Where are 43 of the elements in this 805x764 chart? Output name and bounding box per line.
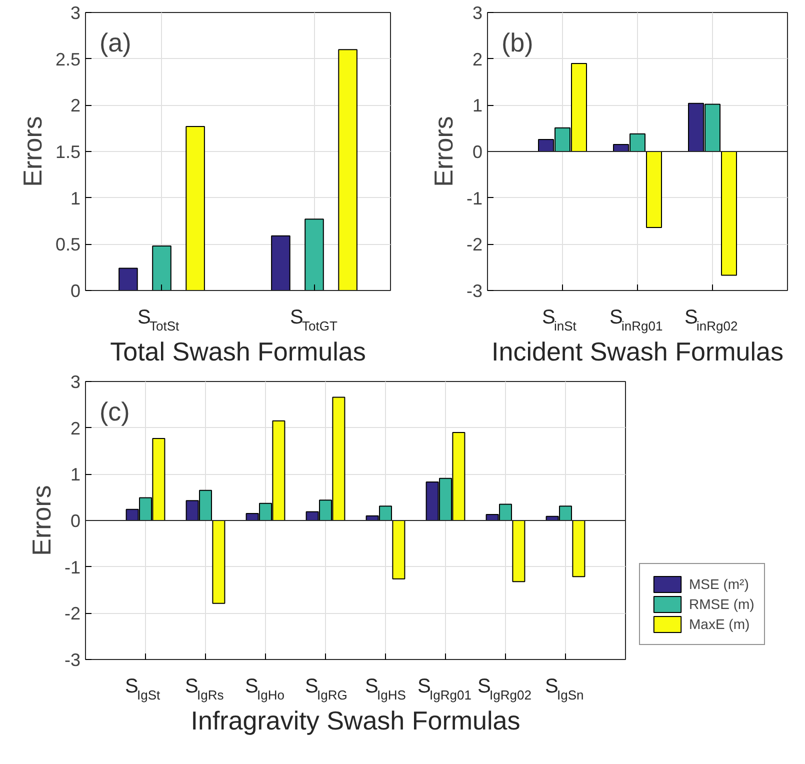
y-axis-title: Errors: [17, 116, 48, 187]
y-tick-label: 1: [70, 188, 81, 208]
y-tick-label: 3: [472, 3, 483, 23]
legend-label: RMSE (m): [689, 596, 754, 612]
y-axis-title: Errors: [26, 485, 56, 556]
y-tick-label: -2: [64, 604, 81, 624]
bar: [512, 520, 526, 582]
y-tick-label: -3: [466, 281, 483, 301]
y-tick-label: -1: [466, 188, 483, 208]
bar: [118, 268, 138, 290]
bar: [721, 151, 737, 276]
bar: [338, 49, 358, 290]
annotation: (c): [100, 396, 130, 426]
bar: [212, 520, 226, 604]
bar: [186, 126, 205, 290]
bar: [572, 520, 586, 578]
y-tick-label: 3: [70, 3, 81, 23]
y-tick-label: 2: [70, 96, 81, 116]
y-tick-label: 2: [70, 418, 81, 438]
x-axis-title: Incident Swash Formulas: [492, 336, 784, 366]
y-tick-label: -3: [64, 650, 81, 670]
x-axis-title: Total Swash Formulas: [110, 336, 366, 366]
y-tick-label: 3: [70, 372, 81, 392]
x-axis-title: Infragravity Swash Formulas: [190, 706, 520, 736]
legend-label: MSE (m²): [689, 576, 749, 592]
y-tick-label: -1: [64, 557, 81, 578]
y-tick-label: 1: [70, 464, 81, 485]
legend-label: MaxE (m): [689, 616, 750, 632]
annotation: (a): [100, 28, 132, 58]
y-tick-label: 0: [70, 281, 81, 301]
y-tick-label: -2: [466, 234, 483, 255]
y-axis-title: Errors: [428, 116, 458, 187]
y-tick-label: 0: [70, 511, 81, 531]
y-tick-label: 0: [472, 142, 483, 162]
y-tick-label: 2.5: [55, 49, 81, 70]
y-tick-label: 1: [472, 96, 483, 116]
y-tick-label: 0.5: [55, 234, 81, 255]
annotation: (b): [502, 28, 534, 58]
bar: [392, 520, 406, 580]
bar: [271, 235, 290, 290]
y-tick-label: 1.5: [55, 142, 81, 162]
bar: [646, 151, 662, 228]
y-tick-label: 2: [472, 49, 483, 70]
